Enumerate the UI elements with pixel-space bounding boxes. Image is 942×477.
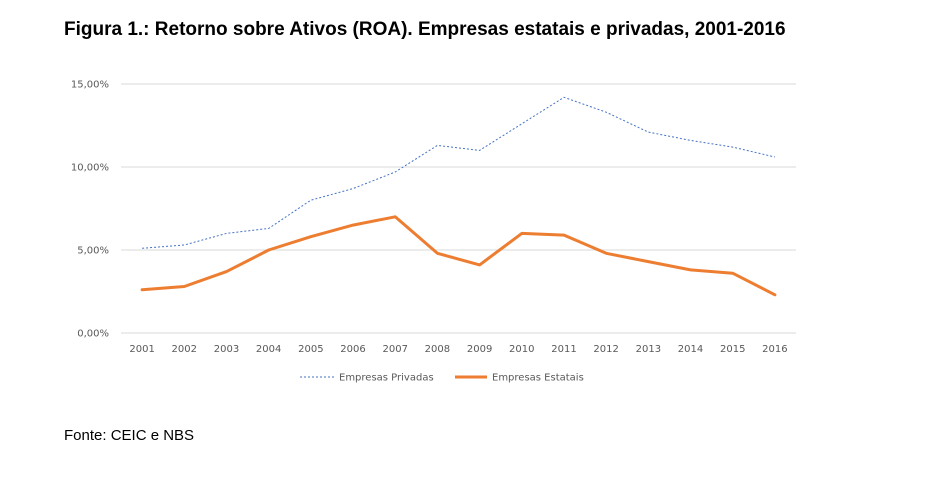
source-note: Fonte: CEIC e NBS (64, 427, 195, 444)
x-tick-label: 2001 (129, 344, 154, 355)
x-tick-label: 2003 (214, 344, 239, 355)
y-tick-label: 15,00% (71, 80, 109, 91)
x-tick-label: 2004 (256, 344, 281, 355)
x-tick-label: 2008 (425, 344, 450, 355)
legend: Empresas Privadas Empresas Estatais (300, 373, 584, 384)
y-tick-label: 5,00% (77, 246, 109, 257)
x-tick-label: 2009 (467, 344, 492, 355)
chart-title: Figura 1.: Retorno sobre Ativos (ROA). E… (64, 19, 786, 40)
gridlines (121, 83, 796, 334)
x-tick-label: 2014 (678, 344, 703, 355)
x-tick-label: 2002 (172, 344, 197, 355)
y-tick-label: 10,00% (71, 163, 109, 174)
y-axis-labels: 0,00% 5,00% 10,00% 15,00% (71, 80, 109, 340)
x-tick-label: 2012 (593, 344, 618, 355)
series-line-empresas-privadas (142, 96, 776, 249)
legend-label: Empresas Estatais (492, 373, 584, 384)
x-axis-labels: 2001 2002 2003 2004 2005 2006 2007 2008 2009 2010… (129, 344, 787, 355)
x-tick-label: 2006 (340, 344, 365, 355)
x-tick-label: 2016 (762, 344, 787, 355)
line-chart: 0,00%5,00%10,00%15,00% 2001 2002 2003 2004 2… (71, 80, 796, 384)
x-tick-label: 2010 (509, 344, 534, 355)
x-tick-label: 2015 (720, 344, 745, 355)
y-tick-label: 0,00% (77, 329, 109, 340)
x-tick-label: 2011 (551, 344, 576, 355)
x-tick-label: 2013 (636, 344, 661, 355)
series-line-empresas-estatais (140, 215, 777, 297)
x-tick-label: 2005 (298, 344, 323, 355)
legend-label: Empresas Privadas (339, 373, 434, 384)
x-tick-label: 2007 (382, 344, 407, 355)
series-lines (140, 96, 777, 297)
